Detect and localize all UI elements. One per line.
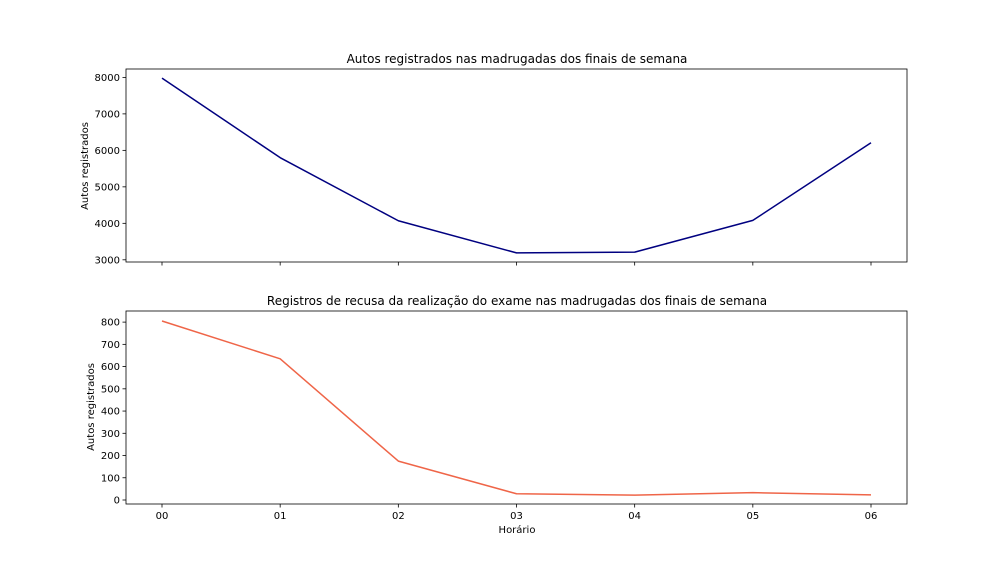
y-tick-label: 700	[101, 340, 120, 351]
weekend-autos-chart: Autos registrados nas madrugadas dos fin…	[80, 52, 908, 266]
x-tick-label: 01	[274, 511, 287, 522]
y-tick-label: 6000	[95, 146, 120, 157]
x-tick-label: 00	[156, 511, 169, 522]
y-tick-label: 8000	[95, 73, 120, 84]
x-tick-label: 02	[392, 511, 405, 522]
y-tick-label: 4000	[95, 219, 120, 230]
y-tick-label: 0	[114, 495, 120, 506]
y-tick-label: 800	[101, 318, 120, 329]
y-tick-label: 200	[101, 451, 120, 462]
x-axis-label: Horário	[499, 524, 536, 536]
refusal-records-chart: Registros de recusa da realização do exa…	[86, 294, 908, 536]
y-axis-label: Autos registrados	[80, 122, 91, 210]
x-tick-label: 05	[746, 511, 759, 522]
y-tick-label: 5000	[95, 182, 120, 193]
x-tick-label: 03	[510, 511, 523, 522]
series-line	[161, 77, 872, 254]
x-tick-label: 04	[628, 511, 641, 522]
chart-title: Autos registrados nas madrugadas dos fin…	[347, 52, 688, 66]
x-tick-label: 06	[865, 511, 878, 522]
y-tick-label: 400	[101, 407, 120, 418]
y-axis-label: Autos registrados	[86, 363, 97, 451]
plot-frame	[125, 310, 908, 505]
y-tick-label: 300	[101, 429, 120, 440]
series-line	[161, 320, 872, 496]
chart-title: Registros de recusa da realização do exa…	[267, 294, 767, 308]
y-tick-label: 100	[101, 473, 120, 484]
y-tick-label: 3000	[95, 255, 120, 266]
y-tick-label: 600	[101, 362, 120, 373]
y-tick-label: 500	[101, 384, 120, 395]
plot-frame	[125, 68, 908, 263]
y-tick-label: 7000	[95, 109, 120, 120]
